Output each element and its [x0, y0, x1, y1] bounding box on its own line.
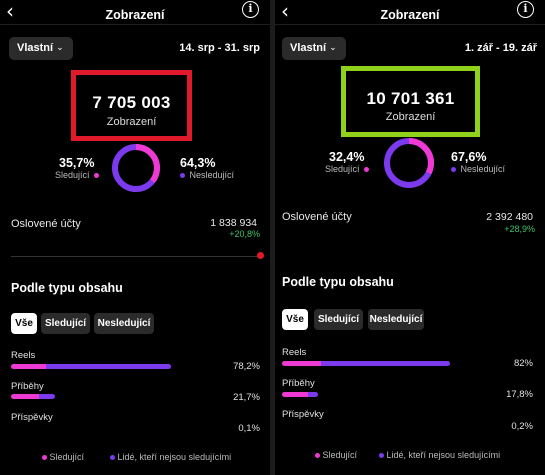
- left-insights-panel: ‹ Zobrazení i Vlastní ⌄ 14. srp - 31. srp…: [0, 0, 270, 475]
- non-followers-label-group: Nesledující: [451, 164, 505, 174]
- non-followers-dot-icon: [451, 167, 456, 173]
- period-dropdown-label: Vlastní: [290, 42, 327, 54]
- followers-donut-chart: [112, 144, 160, 192]
- non-followers-label-group: Nesledující: [180, 170, 234, 180]
- bar-segment-followers: [282, 361, 321, 366]
- period-dropdown-label: Vlastní: [17, 42, 54, 54]
- followers-percent: 35,7%: [59, 156, 95, 170]
- legend-followers-dot-icon: [315, 453, 320, 459]
- total-views-label: Zobrazení: [385, 111, 436, 123]
- legend-non-followers: Lidé, kteří nejsou sledujícími: [110, 452, 231, 462]
- info-icon[interactable]: i: [242, 1, 259, 18]
- legend-followers: Sledující: [315, 450, 357, 460]
- bar-segment-non-followers: [46, 364, 172, 369]
- reached-accounts-growth: +20,8%: [229, 229, 260, 239]
- followers-dot-icon: [94, 173, 100, 179]
- category-label-stories: Příběhy: [11, 381, 44, 392]
- category-bar-reels: [11, 364, 172, 369]
- bar-segment-non-followers: [38, 394, 56, 399]
- followers-dot-icon: [364, 167, 370, 173]
- category-percent-stories: 17,8%: [506, 389, 533, 400]
- category-label-reels: Reels: [282, 347, 307, 358]
- category-bar-stories: [11, 394, 56, 399]
- reached-accounts-label: Oslovené účty: [282, 211, 352, 223]
- filter-non-followers-chip[interactable]: Nesledující: [368, 309, 424, 330]
- page-title: Zobrazení: [380, 8, 440, 22]
- legend-followers-label: Sledující: [322, 450, 358, 460]
- chevron-down-icon: ⌄: [329, 42, 337, 52]
- legend-followers-label: Sledující: [49, 452, 85, 462]
- category-percent-stories: 21,7%: [233, 392, 260, 403]
- legend-non-followers: Lidé, kteří nejsou sledujícími: [379, 450, 500, 460]
- filter-followers-chip[interactable]: Sledující: [41, 313, 90, 334]
- chevron-left-icon[interactable]: ‹: [6, 0, 14, 23]
- total-views-value: 7 705 003: [92, 93, 171, 112]
- filter-non-followers-chip[interactable]: Nesledující: [94, 313, 154, 334]
- content-type-title: Podle typu obsahu: [282, 275, 394, 289]
- legend-non-followers-dot-icon: [379, 453, 384, 459]
- non-followers-dot-icon: [180, 173, 185, 179]
- followers-label-group: Sledující: [325, 164, 370, 174]
- category-bar-reels: [282, 361, 451, 366]
- highlight-box: [71, 70, 192, 141]
- category-percent-reels: 78,2%: [233, 361, 260, 372]
- category-label-posts: Příspěvky: [11, 412, 53, 423]
- category-percent-posts: 0,2%: [511, 421, 533, 432]
- header-divider: [275, 24, 545, 25]
- category-label-posts: Příspěvky: [282, 409, 324, 420]
- non-followers-percent: 64,3%: [180, 156, 216, 170]
- reached-accounts-value: 1 838 934: [210, 217, 257, 229]
- panel-divider: [270, 0, 275, 475]
- category-label-stories: Příběhy: [282, 378, 315, 389]
- total-views-value: 10 701 361: [366, 89, 455, 108]
- followers-label: Sledující: [55, 170, 90, 180]
- legend-followers: Sledující: [42, 452, 84, 462]
- reached-accounts-label: Oslovené účty: [11, 218, 81, 230]
- donut-followers-arc: [384, 138, 434, 188]
- legend-non-followers-dot-icon: [110, 455, 115, 461]
- followers-label-group: Sledující: [55, 170, 100, 180]
- followers-donut-chart: [384, 138, 434, 188]
- filter-followers-chip[interactable]: Sledující: [314, 309, 363, 330]
- bar-segment-non-followers: [320, 361, 451, 366]
- non-followers-label: Nesledující: [460, 164, 506, 174]
- page-title: Zobrazení: [105, 8, 165, 22]
- scroll-track: [11, 256, 261, 257]
- header: ‹ Zobrazení i: [0, 0, 270, 32]
- chevron-down-icon: ⌄: [56, 42, 64, 52]
- category-bar-stories: [282, 392, 319, 397]
- legend-non-followers-label: Lidé, kteří nejsou sledujícími: [386, 450, 501, 460]
- period-dropdown[interactable]: Vlastní ⌄: [9, 37, 73, 60]
- followers-percent: 32,4%: [329, 150, 365, 164]
- content-type-title: Podle typu obsahu: [11, 281, 123, 295]
- date-range: 1. zář - 19. zář: [464, 42, 537, 54]
- legend-non-followers-label: Lidé, kteří nejsou sledujícími: [117, 452, 232, 462]
- date-range: 14. srp - 31. srp: [179, 42, 260, 54]
- category-percent-posts: 0,1%: [238, 423, 260, 434]
- bar-segment-followers: [11, 394, 39, 399]
- non-followers-label: Nesledující: [189, 170, 235, 180]
- filter-all-chip[interactable]: Vše: [11, 313, 37, 334]
- category-percent-reels: 82%: [513, 358, 533, 369]
- header: ‹ Zobrazení i: [275, 0, 545, 32]
- scroll-indicator[interactable]: [257, 252, 264, 259]
- followers-label: Sledující: [325, 164, 360, 174]
- legend-followers-dot-icon: [42, 455, 47, 461]
- category-label-reels: Reels: [11, 350, 36, 361]
- bar-segment-followers: [282, 392, 309, 397]
- filter-all-chip[interactable]: Vše: [282, 309, 308, 330]
- info-icon[interactable]: i: [517, 1, 534, 18]
- donut-followers-arc: [112, 144, 160, 192]
- non-followers-percent: 67,6%: [451, 150, 487, 164]
- total-views-label: Zobrazení: [106, 116, 157, 128]
- header-divider: [0, 24, 270, 25]
- chevron-left-icon[interactable]: ‹: [281, 0, 289, 23]
- reached-accounts-value: 2 392 480: [486, 211, 533, 223]
- period-dropdown[interactable]: Vlastní ⌄: [282, 37, 346, 60]
- bar-segment-non-followers: [308, 392, 319, 397]
- right-insights-panel: ‹ Zobrazení i Vlastní ⌄ 1. zář - 19. zář …: [275, 0, 545, 475]
- highlight-box: [341, 66, 480, 137]
- bar-segment-followers: [11, 364, 47, 369]
- reached-accounts-growth: +28,9%: [504, 224, 535, 234]
